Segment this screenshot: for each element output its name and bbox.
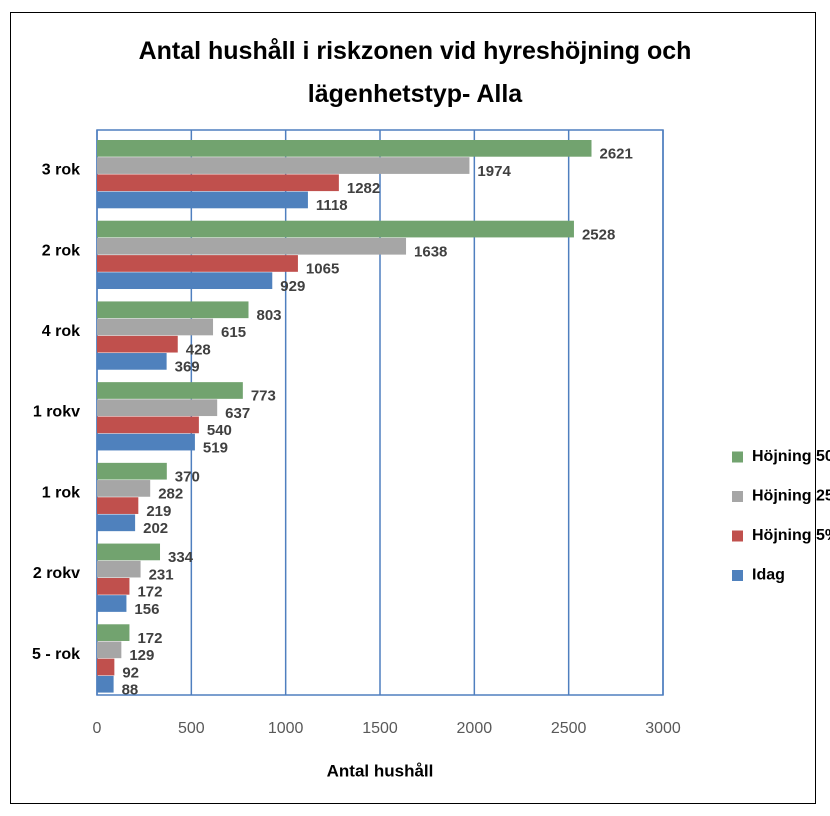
y-tick-label: 3 rok (42, 162, 80, 179)
bar (97, 318, 214, 336)
legend-label: Höjning 5% (752, 527, 830, 544)
data-label: 637 (225, 405, 250, 422)
x-tick-label: 0 (93, 720, 102, 737)
data-label: 615 (221, 324, 246, 341)
data-label: 334 (168, 549, 194, 566)
bar (97, 399, 218, 417)
data-label: 1065 (306, 261, 339, 278)
x-tick-label: 2500 (551, 720, 587, 737)
legend-label: Höjning 25% (752, 488, 830, 505)
bar (97, 382, 243, 399)
bar (97, 416, 199, 434)
data-label: 1282 (347, 180, 380, 197)
bar (97, 497, 139, 514)
bar (97, 624, 130, 641)
data-label: 519 (203, 439, 228, 456)
legend-swatch (732, 491, 743, 502)
bar (97, 255, 298, 272)
x-tick-label: 1500 (362, 720, 398, 737)
x-tick-label: 500 (178, 720, 205, 737)
data-label: 172 (137, 584, 162, 601)
data-label: 156 (134, 601, 159, 618)
bar (97, 191, 308, 209)
bar (97, 641, 122, 659)
data-label: 2621 (599, 146, 632, 163)
x-axis-title: Antal hushåll (327, 761, 434, 780)
x-tick-label: 2000 (457, 720, 493, 737)
data-label: 282 (158, 486, 183, 503)
y-tick-label: 1 rok (42, 484, 80, 501)
chart-title: Antal hushåll i riskzonen vid hyreshöjni… (138, 37, 692, 108)
data-label: 428 (186, 341, 211, 358)
data-label: 540 (207, 422, 232, 439)
legend-label: Idag (752, 567, 785, 584)
data-label: 929 (280, 278, 305, 295)
bar (97, 353, 167, 370)
data-label: 2528 (582, 226, 615, 243)
data-label: 370 (175, 468, 200, 485)
bar (97, 140, 592, 157)
data-label: 369 (175, 359, 200, 376)
y-tick-label: 2 rokv (33, 565, 80, 582)
bar (97, 514, 136, 532)
data-label: 231 (149, 566, 174, 583)
bar (97, 675, 114, 693)
data-label: 88 (122, 681, 139, 698)
y-tick-label: 1 rokv (33, 404, 80, 421)
legend-label: Höjning 50% (752, 448, 830, 465)
data-label: 172 (137, 630, 162, 647)
bar (97, 237, 407, 255)
y-tick-label: 4 rok (42, 323, 80, 340)
bar (97, 595, 127, 612)
data-label: 129 (129, 647, 154, 664)
bar (97, 272, 273, 290)
x-tick-label: 1000 (268, 720, 304, 737)
bar (97, 658, 115, 676)
bar (97, 157, 470, 174)
bar (97, 543, 161, 561)
legend-swatch (732, 451, 743, 463)
y-tick-label: 5 - rok (32, 646, 80, 663)
legend-swatch (732, 570, 743, 581)
data-label: 202 (143, 520, 168, 537)
data-label: 219 (146, 503, 171, 520)
bar (97, 480, 151, 497)
bar (97, 220, 574, 238)
data-label: 1974 (477, 163, 511, 180)
bar (97, 301, 249, 319)
bar (97, 560, 141, 578)
y-tick-label: 2 rok (42, 242, 80, 259)
bar (97, 462, 167, 480)
data-label: 773 (251, 388, 276, 405)
legend-swatch (732, 530, 743, 542)
bar (97, 433, 195, 451)
data-label: 1638 (414, 244, 447, 261)
bar (97, 577, 130, 595)
data-label: 1118 (316, 197, 348, 214)
bar (97, 335, 178, 353)
x-tick-label: 3000 (645, 720, 681, 737)
bar (97, 174, 339, 192)
data-label: 92 (122, 664, 139, 681)
data-label: 803 (256, 307, 281, 324)
chart-frame (10, 12, 816, 804)
